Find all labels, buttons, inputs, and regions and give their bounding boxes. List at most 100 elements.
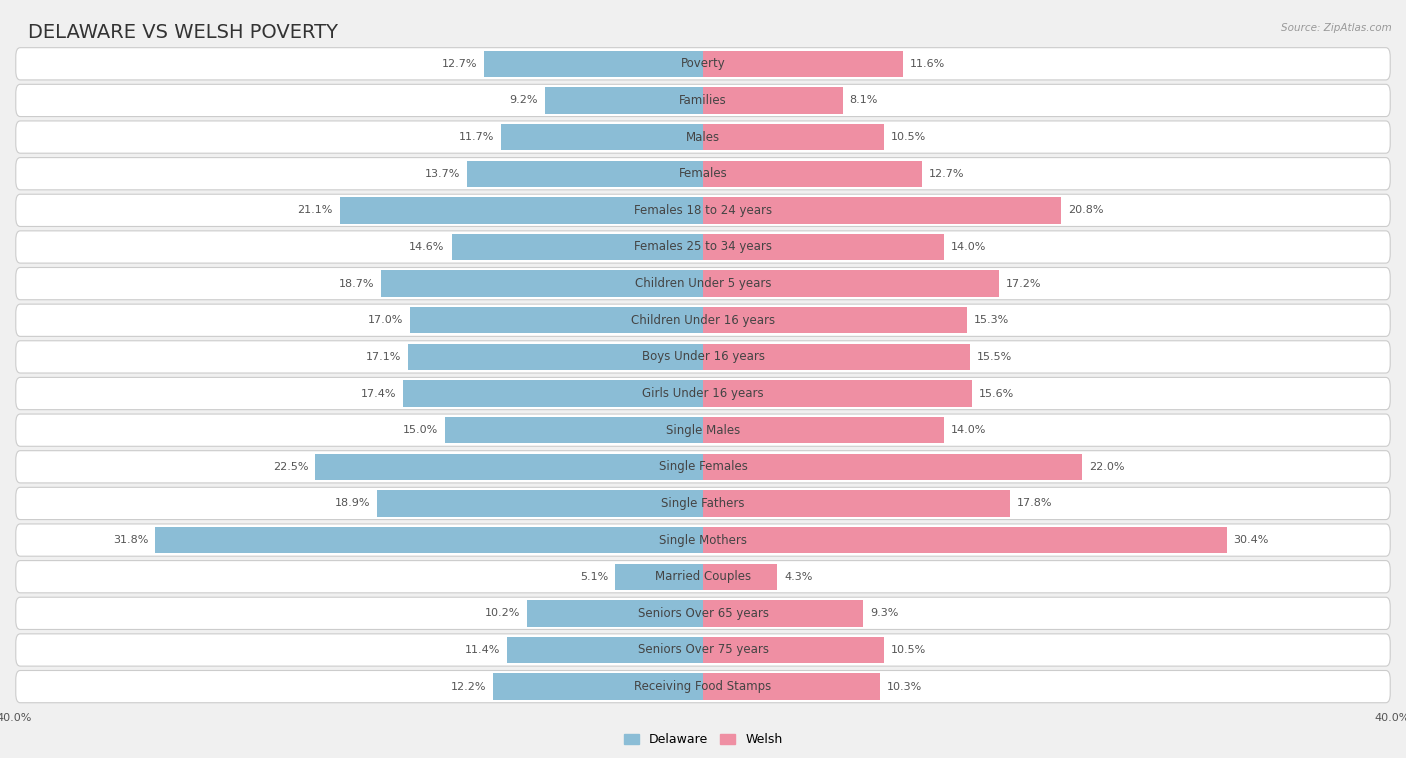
- FancyBboxPatch shape: [15, 487, 1391, 519]
- Bar: [467, 161, 703, 187]
- Bar: [494, 673, 703, 700]
- FancyBboxPatch shape: [15, 561, 1391, 593]
- Bar: [340, 197, 703, 224]
- Text: 15.0%: 15.0%: [402, 425, 437, 435]
- Text: 17.4%: 17.4%: [361, 389, 396, 399]
- Text: Families: Families: [679, 94, 727, 107]
- Text: 15.5%: 15.5%: [977, 352, 1012, 362]
- Text: 22.5%: 22.5%: [273, 462, 308, 471]
- Text: 18.7%: 18.7%: [339, 279, 374, 289]
- Text: 13.7%: 13.7%: [425, 169, 460, 179]
- Bar: [703, 197, 1062, 224]
- Text: 9.3%: 9.3%: [870, 609, 898, 619]
- Bar: [616, 563, 703, 590]
- Text: 30.4%: 30.4%: [1233, 535, 1268, 545]
- Bar: [381, 271, 703, 297]
- Text: Married Couples: Married Couples: [655, 570, 751, 583]
- FancyBboxPatch shape: [15, 671, 1391, 703]
- FancyBboxPatch shape: [15, 158, 1391, 190]
- Text: 15.6%: 15.6%: [979, 389, 1014, 399]
- Text: Single Fathers: Single Fathers: [661, 497, 745, 510]
- Text: 14.6%: 14.6%: [409, 242, 444, 252]
- Text: Females: Females: [679, 168, 727, 180]
- Text: 18.9%: 18.9%: [335, 499, 371, 509]
- Bar: [703, 271, 1000, 297]
- Text: Seniors Over 75 years: Seniors Over 75 years: [637, 644, 769, 656]
- Text: 8.1%: 8.1%: [849, 96, 877, 105]
- Text: 9.2%: 9.2%: [509, 96, 537, 105]
- Bar: [703, 637, 884, 663]
- Text: 12.7%: 12.7%: [928, 169, 965, 179]
- Bar: [703, 124, 884, 150]
- Bar: [703, 51, 903, 77]
- Text: Females 25 to 34 years: Females 25 to 34 years: [634, 240, 772, 253]
- Bar: [703, 563, 778, 590]
- Legend: Delaware, Welsh: Delaware, Welsh: [619, 728, 787, 751]
- Bar: [703, 490, 1010, 517]
- Bar: [703, 600, 863, 627]
- Text: 11.6%: 11.6%: [910, 59, 945, 69]
- Text: 5.1%: 5.1%: [581, 572, 609, 581]
- Text: 20.8%: 20.8%: [1069, 205, 1104, 215]
- Text: Poverty: Poverty: [681, 58, 725, 70]
- Bar: [484, 51, 703, 77]
- Bar: [404, 381, 703, 407]
- Bar: [451, 233, 703, 260]
- Bar: [703, 307, 966, 334]
- Text: 17.0%: 17.0%: [368, 315, 404, 325]
- FancyBboxPatch shape: [15, 194, 1391, 227]
- Text: 11.7%: 11.7%: [460, 132, 495, 142]
- FancyBboxPatch shape: [15, 597, 1391, 629]
- Text: 12.2%: 12.2%: [450, 681, 486, 691]
- Bar: [703, 453, 1083, 480]
- Text: 31.8%: 31.8%: [112, 535, 149, 545]
- Text: 17.8%: 17.8%: [1017, 499, 1052, 509]
- Bar: [155, 527, 703, 553]
- Bar: [377, 490, 703, 517]
- Text: 21.1%: 21.1%: [297, 205, 333, 215]
- Text: 10.3%: 10.3%: [887, 681, 922, 691]
- FancyBboxPatch shape: [15, 84, 1391, 117]
- Bar: [544, 87, 703, 114]
- Text: Single Females: Single Females: [658, 460, 748, 473]
- Bar: [703, 527, 1226, 553]
- Text: Receiving Food Stamps: Receiving Food Stamps: [634, 680, 772, 693]
- Text: Children Under 5 years: Children Under 5 years: [634, 277, 772, 290]
- Text: Males: Males: [686, 130, 720, 143]
- Bar: [502, 124, 703, 150]
- FancyBboxPatch shape: [15, 634, 1391, 666]
- Bar: [703, 87, 842, 114]
- Text: 17.2%: 17.2%: [1007, 279, 1042, 289]
- Bar: [703, 343, 970, 370]
- Text: Females 18 to 24 years: Females 18 to 24 years: [634, 204, 772, 217]
- FancyBboxPatch shape: [15, 524, 1391, 556]
- Text: Single Males: Single Males: [666, 424, 740, 437]
- FancyBboxPatch shape: [15, 268, 1391, 299]
- Bar: [703, 417, 945, 443]
- Bar: [703, 673, 880, 700]
- FancyBboxPatch shape: [15, 121, 1391, 153]
- FancyBboxPatch shape: [15, 231, 1391, 263]
- Bar: [315, 453, 703, 480]
- FancyBboxPatch shape: [15, 451, 1391, 483]
- Text: 10.5%: 10.5%: [891, 645, 927, 655]
- Text: 11.4%: 11.4%: [464, 645, 499, 655]
- Bar: [444, 417, 703, 443]
- Bar: [506, 637, 703, 663]
- FancyBboxPatch shape: [15, 377, 1391, 409]
- FancyBboxPatch shape: [15, 304, 1391, 337]
- Text: Boys Under 16 years: Boys Under 16 years: [641, 350, 765, 363]
- Bar: [409, 343, 703, 370]
- Text: 22.0%: 22.0%: [1088, 462, 1125, 471]
- Text: 10.5%: 10.5%: [891, 132, 927, 142]
- Text: 15.3%: 15.3%: [973, 315, 1008, 325]
- Text: 14.0%: 14.0%: [950, 425, 987, 435]
- Text: Seniors Over 65 years: Seniors Over 65 years: [637, 607, 769, 620]
- FancyBboxPatch shape: [15, 341, 1391, 373]
- Bar: [703, 381, 972, 407]
- Text: Single Mothers: Single Mothers: [659, 534, 747, 547]
- Text: 14.0%: 14.0%: [950, 242, 987, 252]
- FancyBboxPatch shape: [15, 414, 1391, 446]
- Text: DELAWARE VS WELSH POVERTY: DELAWARE VS WELSH POVERTY: [28, 23, 337, 42]
- FancyBboxPatch shape: [15, 48, 1391, 80]
